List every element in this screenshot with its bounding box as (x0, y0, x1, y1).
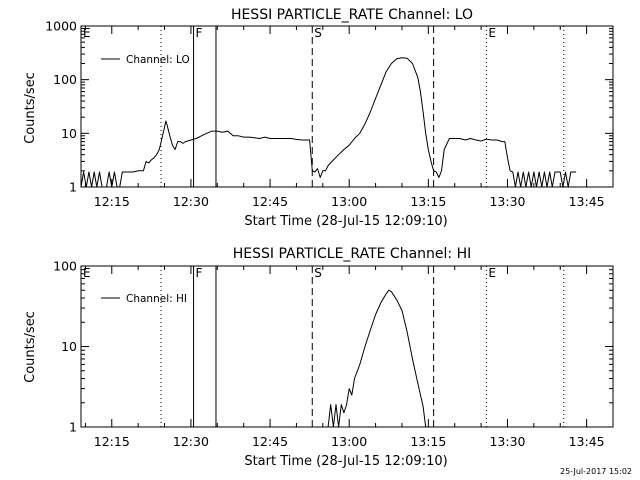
time-marker-label-hi: S (314, 266, 322, 280)
y-tick-label-lo: 10 (61, 126, 77, 141)
time-marker-label-hi: E (83, 266, 91, 280)
time-marker-label-lo: F (196, 26, 203, 40)
y-tick-label-hi: 10 (61, 339, 77, 354)
y-tick-label-lo: 1 (69, 180, 77, 195)
x-axis-label-hi: Start Time (28-Jul-15 12:09:10) (244, 454, 447, 469)
time-marker-label-lo: E (488, 26, 496, 40)
chart-panel-hi: HESSI PARTICLE_RATE Channel: HI Counts/s… (23, 246, 614, 469)
plot-frame-lo (80, 25, 614, 188)
time-marker-label-lo: E (83, 26, 91, 40)
y-axis-label-hi: Counts/sec (23, 311, 38, 383)
x-tick-label-lo: 13:15 (410, 194, 446, 209)
y-axis-label-lo: Counts/sec (23, 72, 38, 144)
generation-timestamp: 25-Jul-2017 15:02 (560, 467, 632, 476)
y-tick-label-hi: 1 (69, 420, 77, 435)
y-tick-label-hi: 100 (53, 259, 77, 274)
x-tick-label-hi: 13:00 (331, 434, 367, 449)
chart-panel-lo: HESSI PARTICLE_RATE Channel: LO Counts/s… (23, 7, 614, 229)
plot-area-lo: 12:15 12:30 12:45 13:00 13:15 13:30 13:45 1 10 10… (45, 19, 614, 209)
x-tick-label-hi: 12:45 (252, 434, 288, 449)
time-marker-label-hi: F (196, 266, 203, 280)
x-tick-label-lo: 12:45 (252, 194, 288, 209)
x-tick-label-hi: 13:15 (410, 434, 446, 449)
legend-label-lo: Channel: LO (126, 54, 190, 66)
time-marker-label-lo: S (314, 26, 322, 40)
x-tick-label-lo: 13:00 (331, 194, 367, 209)
series-line-hi (327, 289, 427, 428)
y-tick-label-lo: 1000 (45, 19, 77, 34)
x-axis-label-lo: Start Time (28-Jul-15 12:09:10) (244, 214, 447, 229)
legend-label-hi: Channel: HI (126, 293, 187, 305)
chart-title-lo: HESSI PARTICLE_RATE Channel: LO (231, 7, 473, 23)
plot-area-hi: 12:15 12:30 12:45 13:00 13:15 13:30 13:45 1 10 10… (53, 259, 614, 449)
x-tick-label-lo: 13:45 (569, 194, 605, 209)
time-marker-label-hi: E (488, 266, 496, 280)
x-tick-label-lo: 12:30 (173, 194, 209, 209)
y-tick-label-lo: 100 (53, 72, 77, 87)
legend-hi: Channel: HI (101, 293, 187, 305)
x-tick-label-hi: 13:30 (489, 434, 525, 449)
chart-title-hi: HESSI PARTICLE_RATE Channel: HI (233, 246, 471, 262)
x-tick-label-lo: 13:30 (489, 194, 525, 209)
x-tick-label-hi: 12:30 (173, 434, 209, 449)
x-tick-label-hi: 13:45 (569, 434, 605, 449)
x-tick-label-hi: 12:15 (94, 434, 130, 449)
x-tick-label-lo: 12:15 (94, 194, 130, 209)
legend-lo: Channel: LO (101, 54, 190, 66)
series-line-lo (80, 57, 577, 188)
